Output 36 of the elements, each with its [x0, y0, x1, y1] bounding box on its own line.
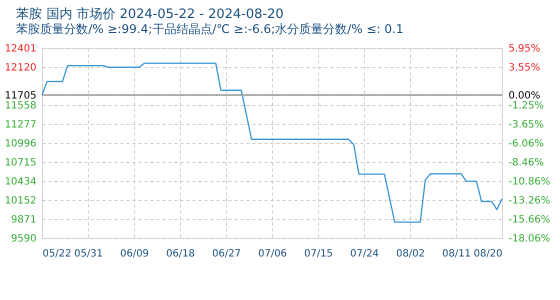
y-tick-label: 10152	[4, 196, 36, 207]
y-tick-label: 10996	[4, 138, 36, 150]
line-series	[41, 62, 503, 223]
x-tick-label: 07/06	[258, 248, 287, 260]
x-tick-label: 06/18	[166, 248, 195, 260]
x-tick-label: 05/22	[42, 248, 72, 260]
x-tick-label: 08/20	[474, 248, 502, 260]
x-tick-label: 08/11	[442, 248, 471, 260]
y2-tick-label: -8.46%	[508, 158, 544, 169]
y2-tick-label: -6.06%	[508, 138, 544, 150]
chart-title: 苯胺 国内 市场价 2024-05-22 - 2024-08-20	[16, 7, 284, 22]
y2-tick-label: -1.25%	[508, 100, 544, 112]
y2-tick-label: -18.06%	[508, 234, 550, 244]
x-tick-label: 06/09	[120, 248, 149, 260]
y2-tick-label: 3.55%	[508, 62, 540, 74]
y-tick-label: 10434	[4, 176, 36, 188]
y-tick-label: 9871	[11, 214, 36, 226]
y-tick-label: 11277	[4, 119, 36, 130]
y2-tick-label: 5.95%	[508, 44, 540, 54]
x-tick-label: 05/31	[74, 248, 103, 260]
y-tick-label: 9590	[11, 234, 36, 244]
y-tick-label: 11558	[4, 100, 36, 112]
x-tick-label: 08/02	[396, 248, 425, 260]
x-tick-label: 07/24	[350, 248, 379, 260]
y2-tick-label: -10.86%	[508, 176, 550, 188]
y-tick-label: 10715	[4, 157, 36, 168]
x-tick-label: 06/27	[212, 248, 241, 260]
y-tick-label: 12401	[4, 44, 36, 54]
x-tick-label: 07/15	[304, 248, 333, 260]
y-tick-label: 12120	[4, 62, 36, 74]
y-tick-label: 11705	[4, 90, 36, 102]
chart-subtitle: 苯胺质量分数/% ≥:99.4;干品结晶点/℃ ≥:-6.6;水分质量分数/% ≤: 0.1	[16, 22, 404, 36]
y2-tick-label: -3.65%	[508, 119, 544, 130]
y2-tick-label: -13.26%	[508, 196, 550, 207]
y2-tick-label: -15.66%	[508, 214, 550, 226]
y2-tick-label: 0.00%	[508, 90, 540, 102]
